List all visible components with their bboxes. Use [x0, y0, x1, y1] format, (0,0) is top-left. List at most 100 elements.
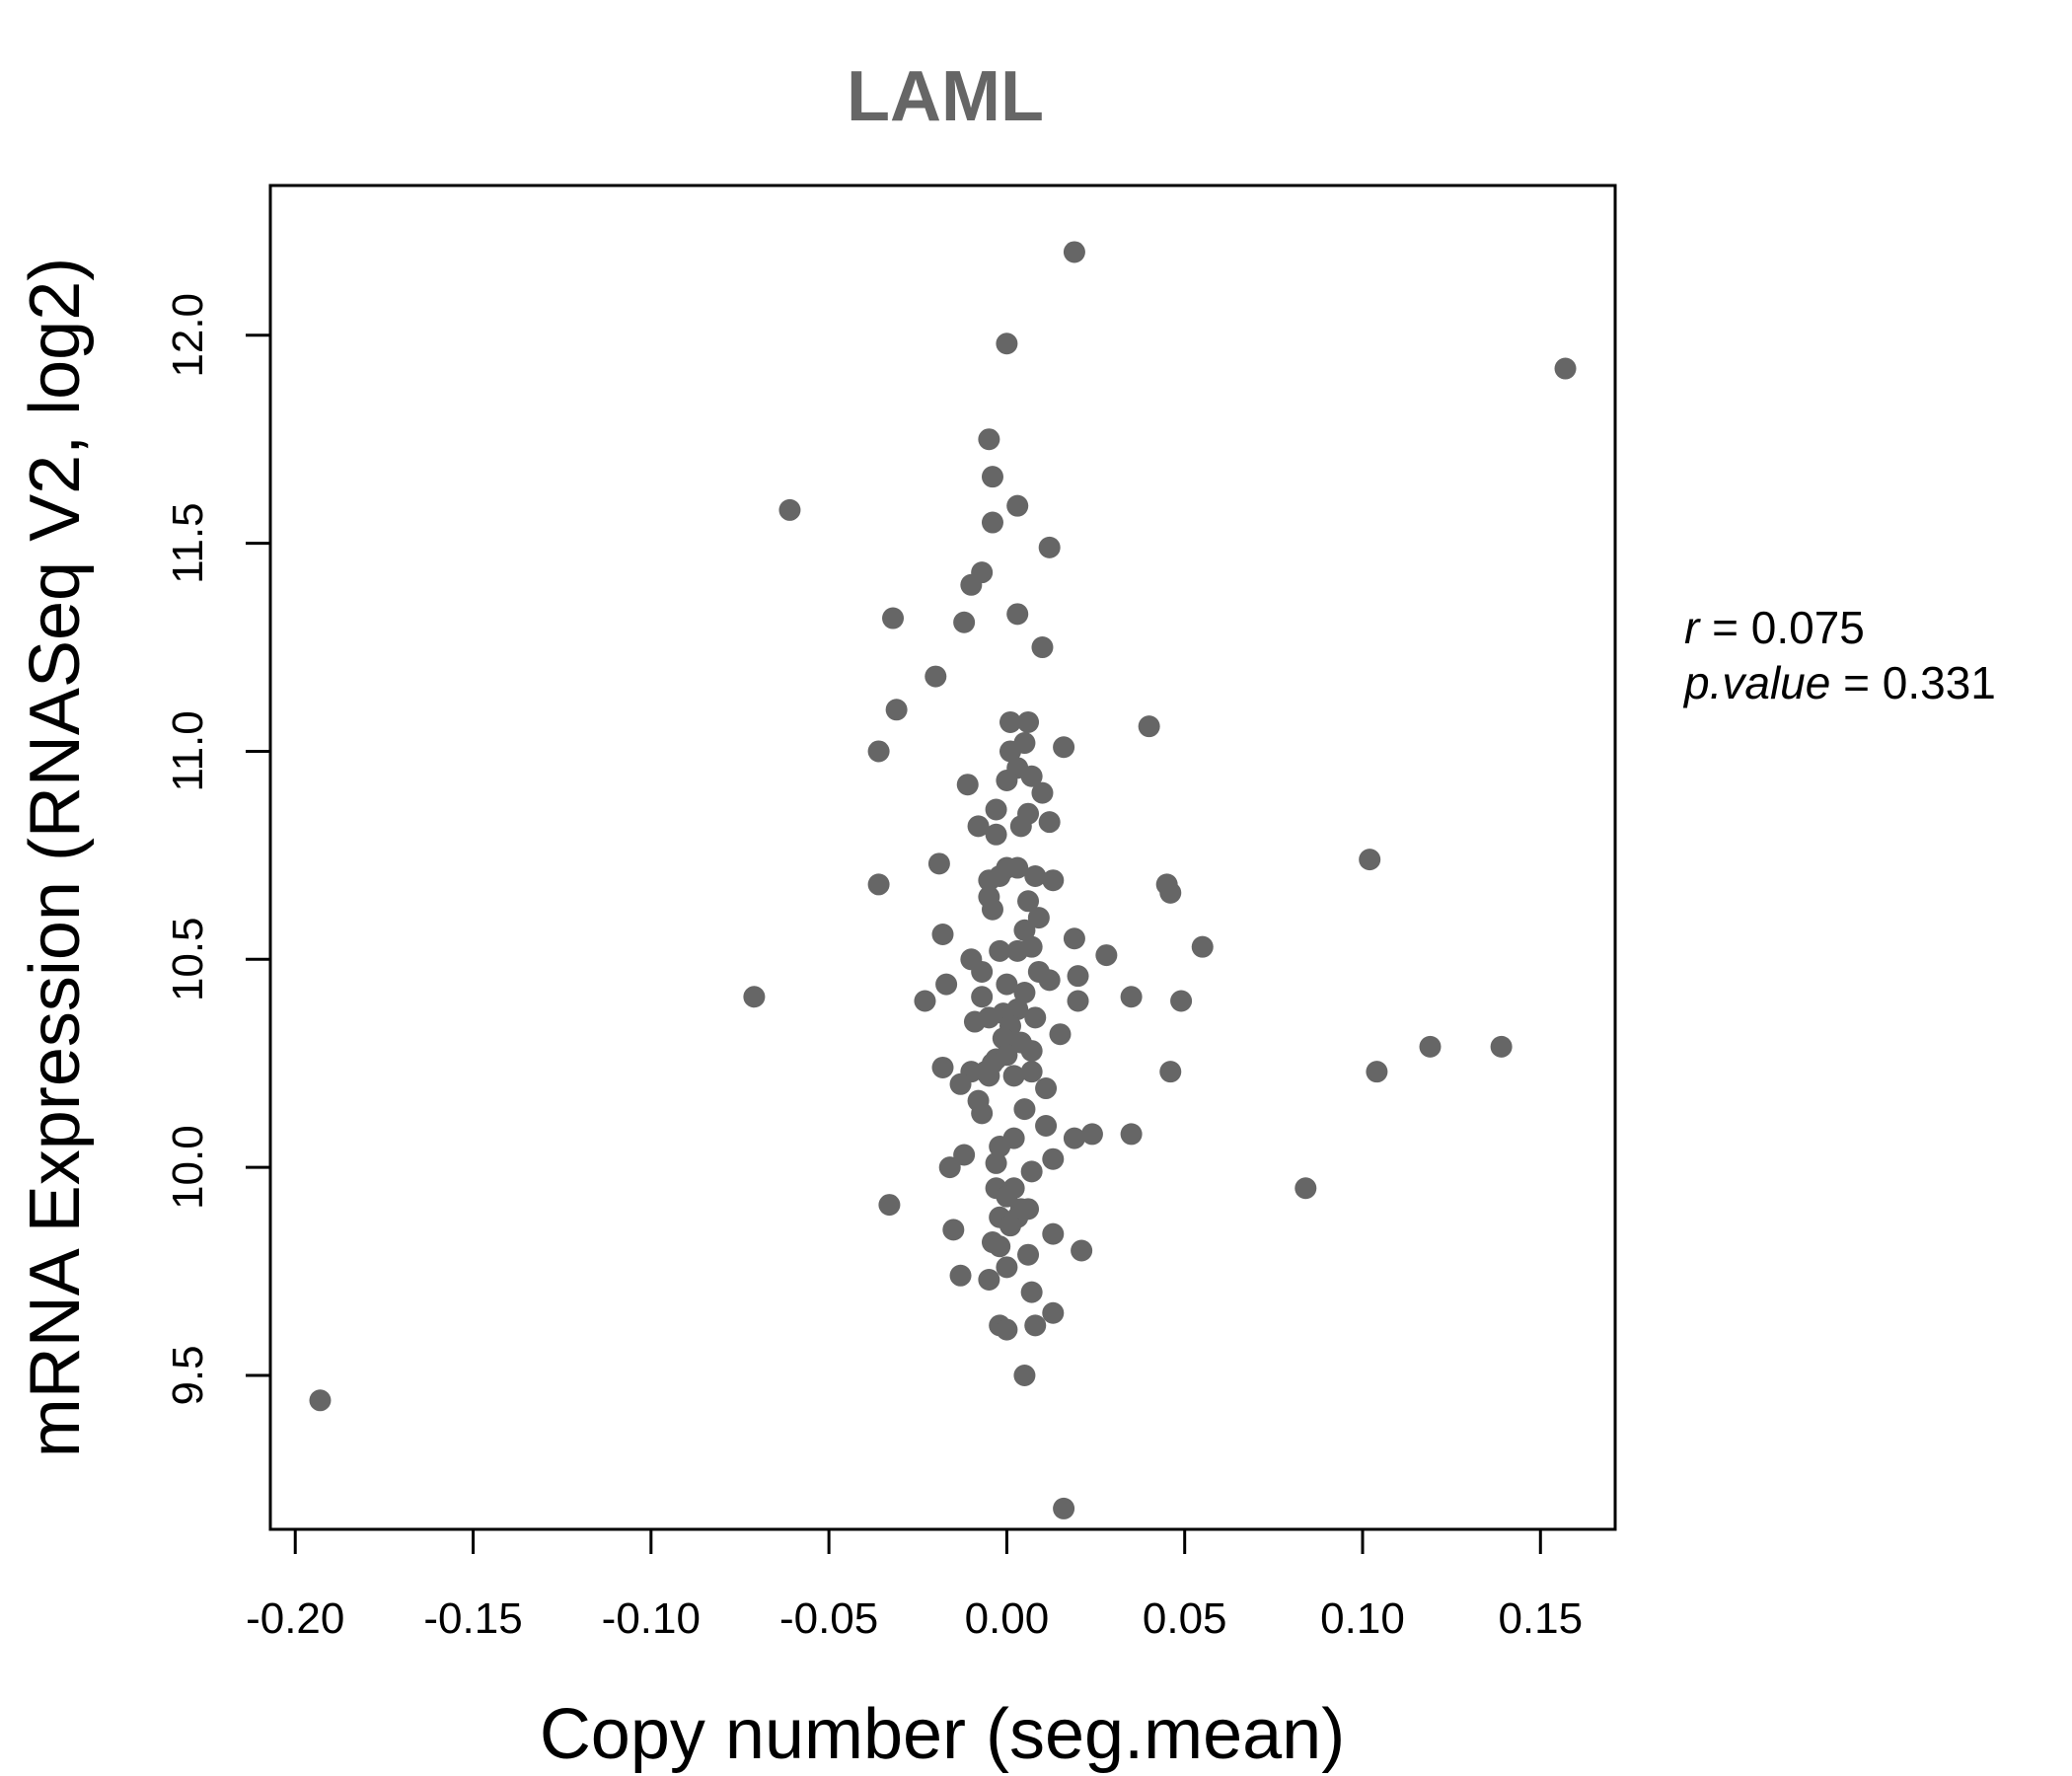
data-point	[878, 1194, 901, 1217]
data-point	[996, 1318, 1018, 1341]
data-point	[949, 1264, 972, 1287]
data-point	[1490, 1035, 1513, 1058]
data-point	[1031, 781, 1054, 804]
data-point	[1006, 856, 1029, 879]
data-point	[935, 973, 958, 996]
data-point	[1049, 1023, 1072, 1046]
data-point	[1027, 907, 1050, 929]
y-tick-label: 11.0	[164, 710, 212, 791]
x-axis: -0.20 -0.15 -0.10 -0.05 0.00 0.05 0.10 0.15	[246, 1527, 1583, 1643]
data-point	[981, 466, 1003, 488]
data-point	[1024, 1314, 1047, 1337]
data-point	[999, 1215, 1022, 1237]
data-point	[1024, 1006, 1047, 1029]
data-point	[1138, 715, 1160, 738]
data-point	[996, 1256, 1018, 1279]
data-point	[960, 573, 983, 596]
data-point	[1035, 1114, 1058, 1137]
data-point	[867, 873, 890, 896]
data-point	[996, 333, 1018, 355]
data-point	[1013, 919, 1036, 941]
data-point	[1053, 736, 1075, 759]
data-point	[1017, 1243, 1040, 1266]
data-point	[996, 973, 1018, 996]
data-point	[925, 665, 947, 688]
data-point	[956, 774, 979, 796]
data-point	[978, 428, 1000, 451]
x-tick-label: 0.10	[1320, 1594, 1405, 1643]
data-point	[1120, 1123, 1143, 1146]
x-tick-label: 0.00	[965, 1594, 1050, 1643]
data-point	[1013, 982, 1036, 1004]
data-point	[1063, 1127, 1085, 1149]
data-point	[914, 990, 936, 1012]
y-tick-label: 10.5	[164, 917, 212, 1001]
data-point	[931, 1056, 954, 1078]
data-point	[1170, 990, 1193, 1012]
data-point	[978, 1006, 1000, 1029]
data-point	[1419, 1035, 1442, 1058]
y-axis-title: mRNA Expression (RNASeq V2, log2)	[16, 258, 95, 1457]
data-point	[1191, 935, 1214, 958]
data-point	[989, 864, 1011, 887]
data-point	[996, 1185, 1018, 1208]
data-point	[1006, 603, 1029, 626]
data-point	[942, 1219, 965, 1241]
data-point	[1035, 1077, 1058, 1100]
data-point	[743, 986, 766, 1008]
data-point	[1067, 990, 1089, 1012]
data-point	[999, 710, 1022, 733]
data-point	[1031, 636, 1054, 659]
data-point	[1063, 927, 1085, 950]
x-tick-label: -0.20	[246, 1594, 344, 1643]
x-tick-label: 0.15	[1498, 1594, 1583, 1643]
data-point	[1063, 241, 1085, 263]
x-tick-label: 0.05	[1143, 1594, 1227, 1643]
data-point	[1554, 357, 1577, 380]
r-value: 0.075	[1751, 602, 1865, 653]
p-stat: p.value = 0.331	[1682, 657, 1996, 708]
data-point	[985, 823, 1007, 846]
data-point	[1295, 1177, 1317, 1200]
x-tick-label: -0.10	[602, 1594, 701, 1643]
data-point	[1366, 1061, 1388, 1083]
data-point	[996, 769, 1018, 791]
data-point	[1042, 869, 1065, 892]
data-point	[882, 607, 905, 629]
data-point	[1159, 881, 1182, 904]
data-point	[1013, 1364, 1036, 1386]
data-point	[309, 1389, 332, 1412]
data-point	[1095, 944, 1118, 967]
data-point	[1006, 939, 1029, 962]
data-point	[1020, 1061, 1043, 1083]
data-point	[1020, 1281, 1043, 1303]
p-equals: =	[1843, 657, 1883, 708]
data-point	[971, 1102, 994, 1125]
data-point	[1359, 849, 1381, 871]
p-label: p.value	[1682, 657, 1830, 708]
data-point	[981, 511, 1003, 534]
data-point	[1017, 890, 1040, 913]
data-point	[981, 898, 1003, 921]
y-tick-label: 10.0	[164, 1125, 212, 1210]
data-point	[1006, 494, 1029, 517]
data-point	[1024, 864, 1047, 887]
data-point	[1017, 710, 1040, 733]
data-point	[1159, 1061, 1182, 1083]
data-point	[989, 1235, 1011, 1258]
data-point	[1042, 1222, 1065, 1245]
data-point	[989, 939, 1011, 962]
x-tick-label: -0.05	[779, 1594, 878, 1643]
data-point	[949, 1073, 972, 1095]
data-point	[971, 960, 994, 983]
data-point	[989, 1136, 1011, 1158]
r-label: r	[1684, 602, 1701, 653]
x-tick-label: -0.15	[423, 1594, 522, 1643]
r-stat: r = 0.075	[1684, 602, 1865, 653]
data-point	[927, 852, 950, 875]
data-point	[1038, 969, 1061, 992]
data-point	[1020, 1160, 1043, 1183]
data-point	[999, 740, 1022, 763]
data-point	[1020, 765, 1043, 787]
